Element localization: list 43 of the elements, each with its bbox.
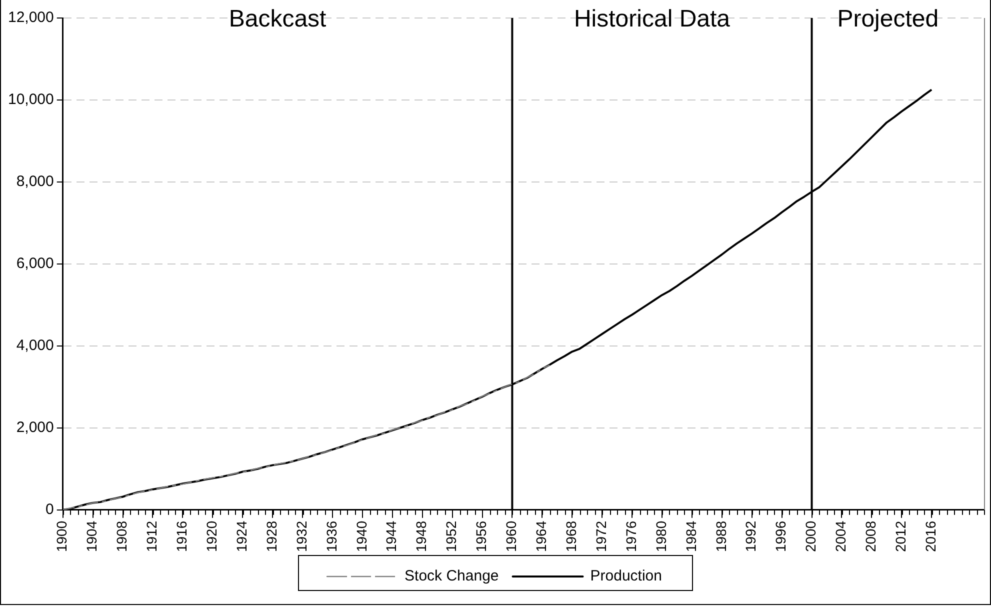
x-tick-label: 1972 (592, 520, 609, 552)
x-tick-label: 2008 (862, 520, 879, 552)
x-tick-label: 1980 (652, 520, 669, 552)
x-tick-label: 1988 (712, 520, 729, 552)
y-tick-label: 12,000 (8, 9, 54, 26)
x-tick-label: 2000 (802, 520, 819, 552)
x-tick-label: 1968 (562, 520, 579, 552)
x-tick-label: 1928 (263, 520, 280, 552)
x-tick-label: 1920 (204, 520, 220, 552)
x-tick-label: 1984 (682, 520, 699, 552)
x-tick-label: 1908 (114, 520, 130, 552)
x-tick-label: 1964 (533, 520, 550, 552)
x-tick-label: 1924 (233, 520, 250, 552)
x-tick-label: 1904 (84, 520, 100, 552)
x-tick-label: 2016 (922, 520, 938, 552)
y-tick-label: 0 (46, 500, 54, 518)
y-tick-label: 10,000 (8, 91, 54, 108)
annotation: Historical Data (574, 6, 731, 33)
x-tick-label: 1944 (383, 520, 400, 552)
x-tick-label: 1940 (353, 520, 370, 552)
x-tick-label: 1996 (772, 520, 789, 552)
x-tick-label: 1916 (174, 520, 190, 552)
x-tick-label: 2012 (892, 520, 908, 552)
x-tick-label: 1992 (742, 520, 759, 552)
x-tick-label: 1912 (144, 520, 160, 552)
x-tick-label: 1900 (54, 520, 70, 552)
annotation: Backcast (228, 6, 327, 33)
line-series (62, 364, 550, 510)
y-tick-label: 2,000 (16, 419, 54, 436)
x-tick-label: 1976 (622, 520, 639, 552)
y-tick-label: 6,000 (16, 255, 54, 272)
x-tick-label: 1952 (443, 520, 460, 552)
x-tick-label: 1936 (323, 520, 340, 552)
legend-label: Production (590, 568, 662, 585)
x-tick-label: 1956 (473, 520, 490, 552)
x-tick-label: 2004 (832, 520, 849, 552)
annotation: Projected (837, 6, 939, 33)
x-tick-label: 1948 (413, 520, 430, 552)
y-tick-label: 4,000 (16, 337, 54, 354)
x-tick-label: 1932 (293, 520, 310, 552)
x-tick-label: 1960 (503, 520, 520, 552)
legend-label: Stock Change (404, 568, 499, 585)
y-tick-label: 8,000 (16, 173, 54, 190)
